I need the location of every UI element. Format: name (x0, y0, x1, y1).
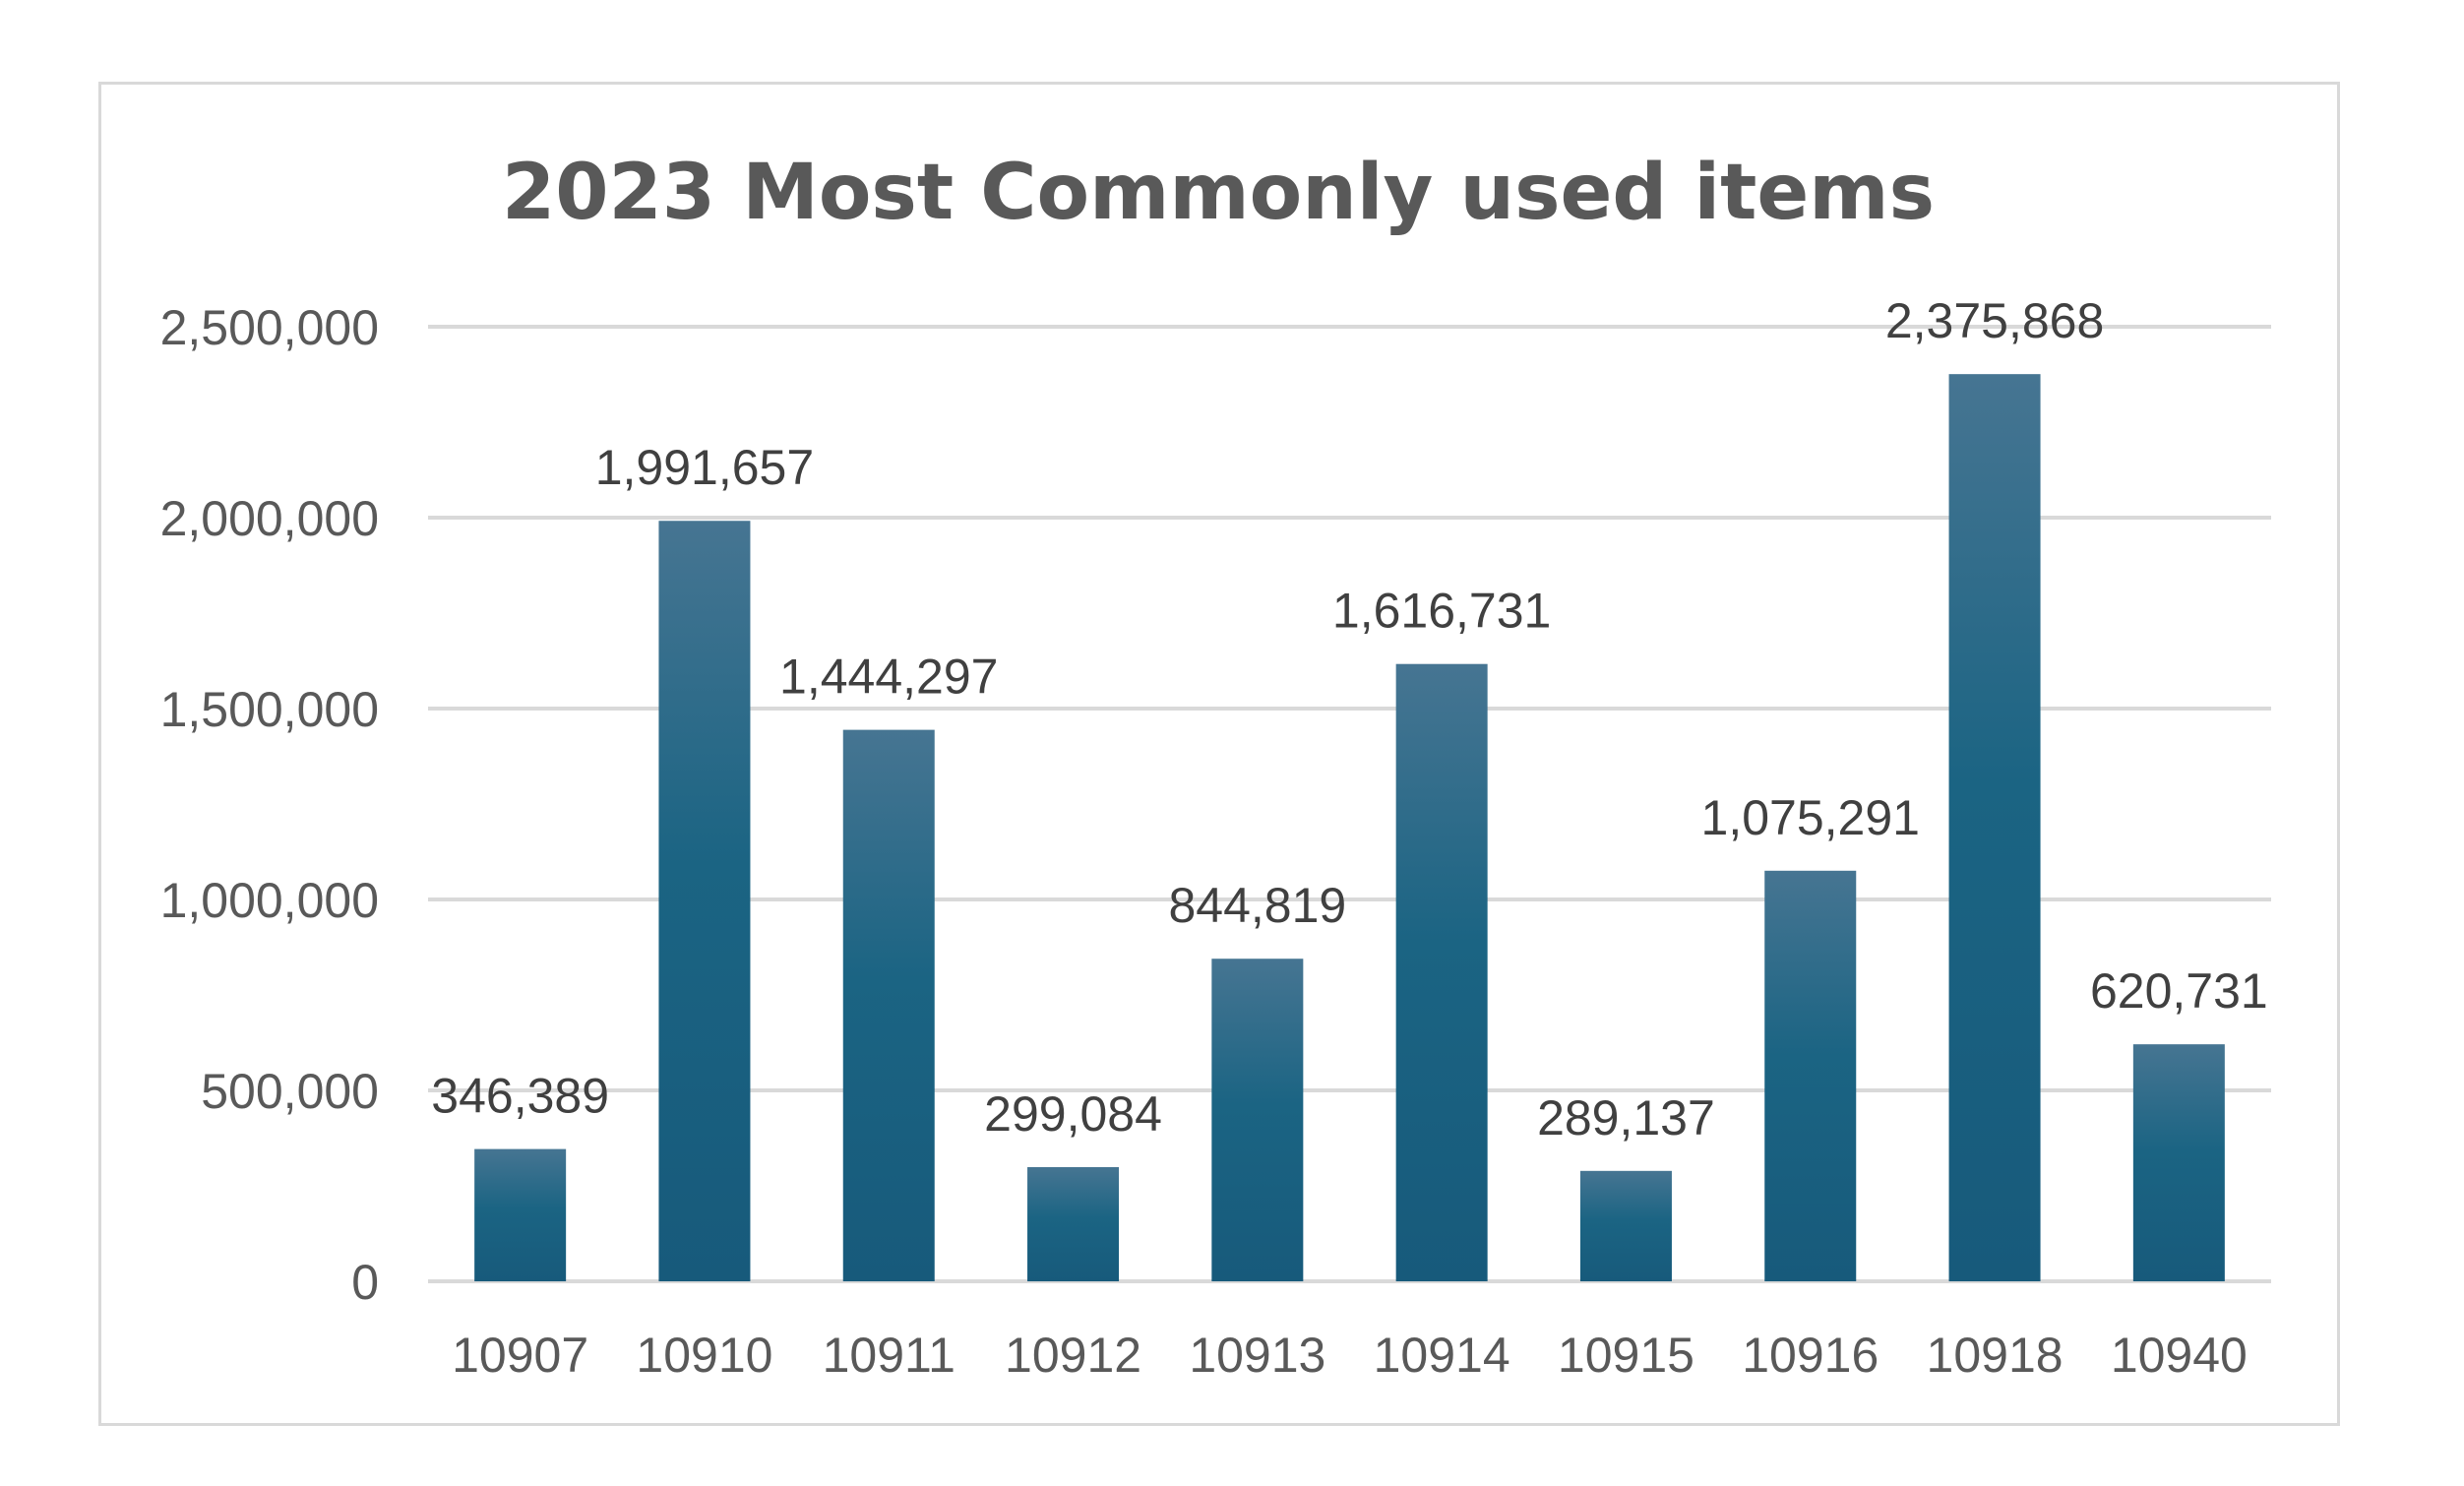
data-label: 620,731 (2090, 963, 2268, 1019)
y-axis-tick-labels: 0 500,000 1,000,000 1,500,000 2,000,000 2,500… (160, 300, 379, 1310)
data-label: 844,819 (1168, 878, 1346, 933)
x-tick-label: 10916 (1742, 1328, 1879, 1383)
y-tick-label: 2,000,000 (160, 491, 379, 546)
data-label: 1,444,297 (779, 650, 998, 705)
data-label: 2,375,868 (1885, 293, 2104, 348)
data-label: 289,137 (1537, 1090, 1715, 1145)
chart-title: 2023 Most Commonly used items (502, 149, 1935, 237)
bar (474, 1148, 567, 1281)
bar (1764, 870, 1857, 1281)
bars (474, 374, 2225, 1281)
bar (1027, 1166, 1120, 1281)
data-labels: 346,389 1,991,657 1,444,297 299,084 844,819 1… (431, 293, 2267, 1145)
y-tick-label: 1,500,000 (160, 682, 379, 737)
y-tick-label: 500,000 (201, 1064, 379, 1119)
data-label: 1,075,291 (1701, 790, 1920, 845)
x-tick-label: 10914 (1374, 1328, 1510, 1383)
data-label: 346,389 (431, 1069, 609, 1124)
y-tick-label: 2,500,000 (160, 300, 379, 355)
y-tick-label: 1,000,000 (160, 873, 379, 928)
data-label: 1,991,657 (595, 440, 814, 495)
x-tick-label: 10907 (452, 1328, 588, 1383)
bar (1395, 663, 1488, 1281)
data-label: 1,616,731 (1332, 584, 1551, 639)
x-tick-label: 10913 (1189, 1328, 1325, 1383)
x-tick-label: 10912 (1005, 1328, 1141, 1383)
x-tick-label: 10940 (2111, 1328, 2248, 1383)
bar (1211, 959, 1304, 1281)
bar (1948, 374, 2041, 1281)
x-axis-tick-labels: 10907 10910 10911 10912 10913 10914 10915 10916… (452, 1328, 2248, 1383)
x-tick-label: 10910 (636, 1328, 772, 1383)
x-tick-label: 10918 (1927, 1328, 2064, 1383)
bar (842, 729, 935, 1281)
y-tick-label: 0 (351, 1255, 379, 1310)
bar (2132, 1044, 2225, 1281)
bar (658, 521, 751, 1281)
data-label: 299,084 (984, 1086, 1162, 1142)
bar (1579, 1170, 1672, 1281)
x-tick-label: 10911 (823, 1328, 955, 1383)
x-tick-label: 10915 (1558, 1328, 1694, 1383)
